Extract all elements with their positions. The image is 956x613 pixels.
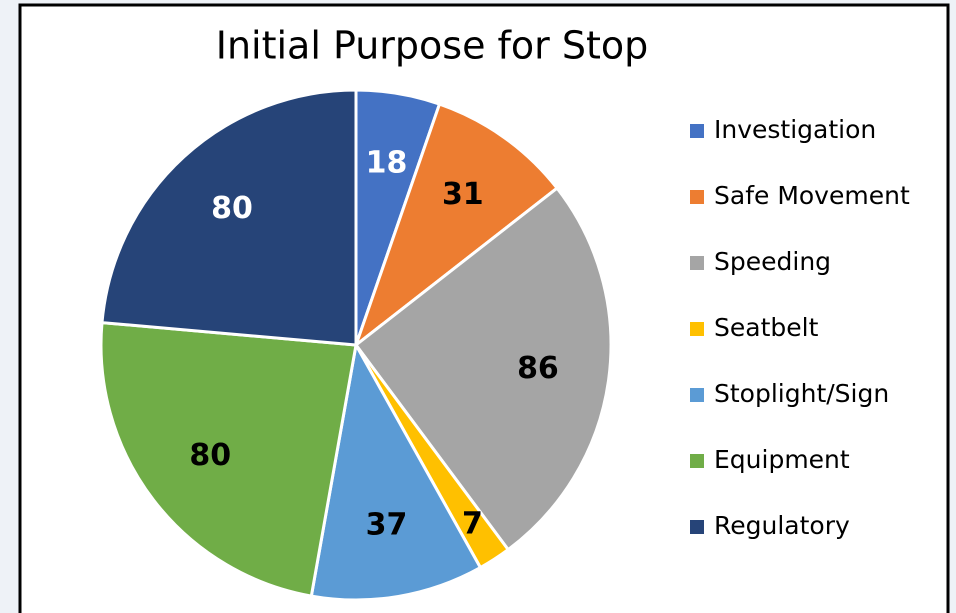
data-label: 86	[517, 351, 559, 386]
legend-swatch	[690, 454, 704, 468]
legend-swatch	[690, 124, 704, 138]
data-label: 18	[366, 145, 408, 180]
data-label: 80	[189, 438, 231, 473]
legend-swatch	[690, 322, 704, 336]
legend-label: Regulatory	[714, 511, 850, 540]
legend-label: Equipment	[714, 445, 850, 474]
pie-slice	[309, 340, 483, 602]
data-label: 37	[366, 508, 408, 543]
legend-swatch	[690, 388, 704, 402]
pie-slice	[100, 88, 358, 347]
legend-label: Safe Movement	[714, 181, 910, 210]
pie-slice	[99, 320, 358, 598]
legend-label: Investigation	[714, 115, 876, 144]
data-label: 7	[462, 506, 483, 541]
data-label: 31	[442, 177, 484, 212]
legend-swatch	[690, 256, 704, 270]
legend-label: Speeding	[714, 247, 831, 276]
legend-swatch	[690, 190, 704, 204]
pie-slice	[352, 102, 560, 350]
data-label: 80	[211, 191, 253, 226]
chart-title: Initial Purpose for Stop	[216, 24, 649, 68]
legend-label: Seatbelt	[714, 313, 819, 342]
legend-label: Stoplight/Sign	[714, 379, 889, 408]
pie-slice	[353, 186, 613, 552]
legend-swatch	[690, 520, 704, 534]
